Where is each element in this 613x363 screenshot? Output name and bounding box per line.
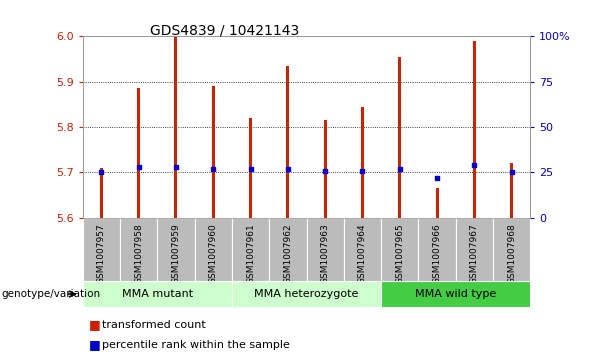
Point — [283, 166, 293, 172]
Point — [320, 168, 330, 174]
Bar — [158, 218, 195, 281]
Bar — [455, 218, 493, 281]
Bar — [249, 118, 252, 218]
Text: GSM1007966: GSM1007966 — [433, 223, 441, 284]
Text: ■: ■ — [89, 318, 101, 331]
Text: GSM1007965: GSM1007965 — [395, 223, 404, 284]
Text: transformed count: transformed count — [102, 320, 206, 330]
Bar — [211, 86, 215, 218]
Bar — [418, 218, 455, 281]
Point — [507, 170, 517, 175]
Bar — [175, 36, 178, 218]
Point — [357, 168, 367, 174]
Bar — [510, 163, 513, 218]
Bar — [269, 218, 306, 281]
Bar — [306, 218, 344, 281]
Bar — [286, 66, 289, 218]
Bar — [361, 107, 364, 218]
Text: GSM1007958: GSM1007958 — [134, 223, 143, 284]
Bar — [83, 218, 120, 281]
Text: GSM1007960: GSM1007960 — [209, 223, 218, 284]
Text: MMA heterozygote: MMA heterozygote — [254, 289, 359, 299]
Bar — [398, 57, 402, 218]
Text: GSM1007963: GSM1007963 — [321, 223, 330, 284]
Bar — [381, 218, 418, 281]
Bar — [232, 218, 269, 281]
Bar — [435, 188, 438, 218]
Bar — [137, 89, 140, 218]
Text: MMA wild type: MMA wild type — [415, 289, 497, 299]
Bar — [83, 281, 232, 307]
Bar — [324, 120, 327, 218]
Text: GSM1007967: GSM1007967 — [470, 223, 479, 284]
Text: GSM1007962: GSM1007962 — [283, 223, 292, 284]
Point — [171, 164, 181, 170]
Bar — [381, 281, 530, 307]
Text: percentile rank within the sample: percentile rank within the sample — [102, 340, 290, 350]
Text: GSM1007959: GSM1007959 — [172, 223, 180, 284]
Text: GSM1007957: GSM1007957 — [97, 223, 106, 284]
Point — [395, 166, 405, 172]
Point — [470, 162, 479, 168]
Point — [208, 166, 218, 172]
Text: MMA mutant: MMA mutant — [122, 289, 193, 299]
Bar — [473, 41, 476, 218]
Text: ■: ■ — [89, 338, 101, 351]
Bar — [195, 218, 232, 281]
Bar — [344, 218, 381, 281]
Text: GSM1007968: GSM1007968 — [507, 223, 516, 284]
Text: genotype/variation: genotype/variation — [1, 289, 101, 299]
Bar — [232, 281, 381, 307]
Text: GSM1007961: GSM1007961 — [246, 223, 255, 284]
Point — [246, 166, 256, 172]
Bar — [493, 218, 530, 281]
Point — [96, 170, 106, 175]
Point — [432, 175, 442, 181]
Text: GSM1007964: GSM1007964 — [358, 223, 367, 284]
Bar — [100, 168, 103, 218]
Point — [134, 164, 143, 170]
Bar — [120, 218, 158, 281]
Text: GDS4839 / 10421143: GDS4839 / 10421143 — [150, 24, 299, 38]
